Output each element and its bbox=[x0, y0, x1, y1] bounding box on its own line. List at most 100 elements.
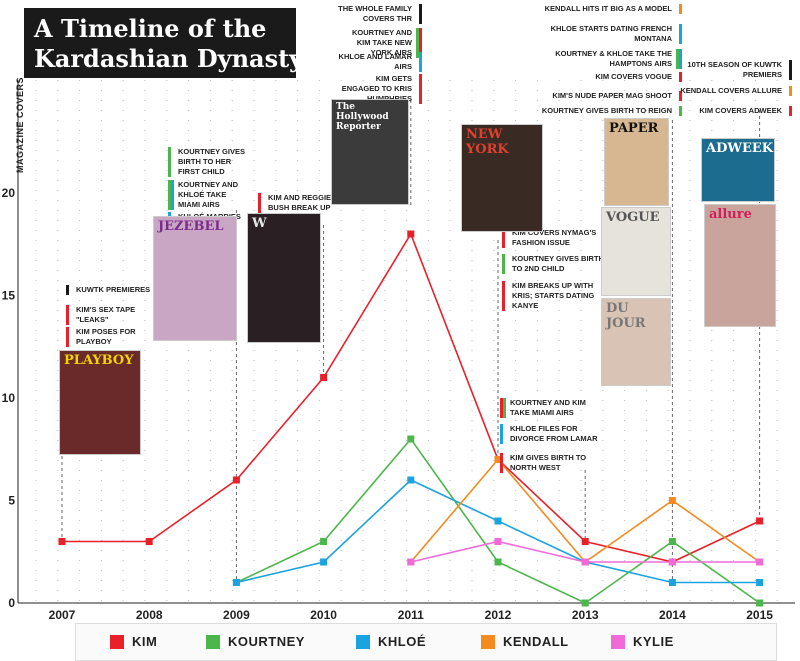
annotation-2011-3: KIM GETS ENGAGED TO KRIS HUMPHRIES bbox=[337, 74, 422, 104]
magazine-cover-0: PLAYBOY bbox=[59, 350, 141, 455]
annotation-color-bars bbox=[786, 106, 792, 116]
annotation-color-bars bbox=[676, 91, 682, 101]
point-kendall-2012 bbox=[494, 456, 502, 463]
legend-item-kourtney: KOURTNEY bbox=[206, 634, 305, 649]
point-kim-2008 bbox=[145, 538, 153, 545]
annotation-color-bars bbox=[258, 193, 264, 213]
annotation-color-bars bbox=[416, 52, 422, 72]
x-tick-label: 2007 bbox=[49, 608, 76, 622]
magazine-cover-2: W bbox=[247, 213, 321, 343]
annotation-color-bars bbox=[502, 228, 508, 248]
x-tick-label: 2011 bbox=[398, 608, 424, 622]
chart-tick-labels: 0 5 10 15 20 2007 2008 2009 2010 2011 2012 2013 2014… bbox=[2, 186, 774, 622]
magazine-cover-logo: DU JOUR bbox=[606, 301, 646, 331]
annotation-text: KHLOE STARTS DATING FRENCH MONTANA bbox=[550, 24, 672, 43]
annotation-color-bars bbox=[500, 424, 506, 444]
annotation-color-bars bbox=[676, 4, 682, 14]
point-kourtney-2011 bbox=[407, 435, 415, 443]
annotation-color-bar bbox=[419, 74, 422, 104]
magazine-cover-6: VOGUE bbox=[601, 207, 671, 296]
point-kourtney-2012 bbox=[494, 558, 502, 566]
magazine-cover-7: DU JOUR bbox=[601, 298, 671, 386]
y-tick-label: 20 bbox=[2, 186, 16, 200]
annotation-color-bar bbox=[789, 86, 792, 96]
annotation-text: KOURTNEY AND KIM TAKE MIAMI AIRS bbox=[510, 398, 586, 417]
annotation-color-bar bbox=[789, 60, 792, 80]
annotation-text: KOURTNEY & KHLOE TAKE THE HAMPTONS AIRS bbox=[555, 49, 672, 68]
annotation-color-bar bbox=[503, 398, 506, 418]
legend-label-khloe: KHLOÉ bbox=[378, 634, 426, 649]
annotation-color-bar bbox=[258, 193, 261, 213]
legend-label-kendall: KENDALL bbox=[503, 634, 569, 649]
annotation-2009-1: KOURTNEY AND KHLOÉ TAKE MIAMI AIRS bbox=[168, 180, 248, 210]
legend-label-kim: KIM bbox=[132, 634, 158, 649]
annotation-2012-0: KIM COVERS NYMAG'S FASHION ISSUE bbox=[502, 228, 608, 248]
annotation-color-bar bbox=[502, 228, 505, 248]
y-tick-label: 10 bbox=[2, 391, 16, 405]
point-kourtney-2010 bbox=[320, 538, 328, 545]
annotation-color-bars bbox=[416, 74, 422, 104]
annotation-color-bar bbox=[502, 281, 505, 311]
chart-axes bbox=[17, 80, 795, 604]
magazine-cover-5: PAPER bbox=[604, 118, 669, 206]
series-line-khlo bbox=[236, 479, 760, 584]
annotation-color-bar bbox=[168, 180, 171, 210]
annotation-text: KENDALL COVERS ALLURE bbox=[680, 86, 782, 95]
point-kim-2011 bbox=[407, 230, 415, 238]
legend-swatch-khloe bbox=[356, 634, 370, 649]
point-khlo-2011 bbox=[407, 476, 415, 484]
magazine-cover-logo: NEW YORK bbox=[466, 127, 509, 157]
annotation-2015-0: 10TH SEASON OF KUWTK PREMIERS bbox=[680, 60, 792, 80]
annotation-color-bar bbox=[502, 254, 505, 274]
point-kim-2013 bbox=[581, 538, 589, 545]
annotation-color-bars bbox=[676, 72, 682, 82]
annotation-color-bar bbox=[66, 327, 69, 347]
annotation-text: KIM AND REGGIE BUSH BREAK UP bbox=[268, 193, 332, 212]
title-line-1: A Timeline of the bbox=[34, 14, 267, 43]
x-tick-label: 2014 bbox=[659, 608, 686, 622]
annotation-color-bar bbox=[676, 49, 679, 69]
annotation-text: KIM POSES FOR PLAYBOY bbox=[76, 327, 136, 346]
annotation-text: KIM'S NUDE PAPER MAG SHOOT bbox=[552, 91, 672, 100]
y-tick-label: 15 bbox=[2, 289, 16, 303]
annotation-2014-1: KHLOE STARTS DATING FRENCH MONTANA bbox=[540, 24, 682, 44]
annotation-color-bars bbox=[786, 60, 792, 80]
point-kim-2009 bbox=[232, 476, 240, 484]
magazine-cover-logo: JEZEBEL bbox=[158, 219, 224, 234]
annotation-2011-2: KHLOE AND LAMAR AIRS bbox=[337, 52, 422, 72]
magazine-cover-logo: W bbox=[252, 216, 267, 231]
point-kim-2010 bbox=[320, 374, 328, 381]
annotation-2007-1: KIM'S SEX TAPE "LEAKS" bbox=[66, 305, 168, 325]
annotation-color-bars bbox=[66, 285, 72, 295]
point-kylie-2014 bbox=[668, 558, 676, 566]
legend-swatch-kendall bbox=[481, 634, 495, 649]
point-khlo-2015 bbox=[756, 579, 764, 586]
annotation-color-bars bbox=[66, 327, 72, 347]
annotation-color-bars bbox=[676, 49, 682, 69]
x-tick-label: 2010 bbox=[310, 608, 337, 622]
annotation-color-bars bbox=[66, 305, 72, 325]
point-khlo-2012 bbox=[494, 517, 502, 525]
magazine-cover-logo: VOGUE bbox=[606, 210, 660, 225]
x-tick-label: 2013 bbox=[572, 608, 599, 622]
annotation-text: KOURTNEY GIVES BIRTH TO REIGN bbox=[541, 106, 672, 115]
annotation-2014-5: KOURTNEY GIVES BIRTH TO REIGN bbox=[540, 106, 682, 116]
annotation-2007-2: KIM POSES FOR PLAYBOY bbox=[66, 327, 168, 347]
annotation-2014-0: KENDALL HITS IT BIG AS A MODEL bbox=[540, 4, 682, 14]
point-khlo-2010 bbox=[320, 558, 328, 566]
legend-item-kim: KIM bbox=[110, 634, 157, 649]
annotation-color-bar bbox=[171, 180, 174, 210]
point-kim-2007 bbox=[58, 538, 66, 545]
legend-swatch-kylie bbox=[611, 634, 625, 649]
annotation-2010-0: KIM AND REGGIE BUSH BREAK UP bbox=[258, 193, 336, 213]
legend-item-khloe: KHLOÉ bbox=[356, 634, 426, 649]
annotation-text: KIM COVERS ADWEEK bbox=[699, 106, 782, 115]
annotation-color-bar bbox=[679, 4, 682, 14]
annotation-color-bar bbox=[679, 72, 682, 82]
x-tick-label: 2008 bbox=[136, 608, 163, 622]
annotation-2013-2: KIM GIVES BIRTH TO NORTH WEST bbox=[500, 453, 598, 473]
series-line-kendall bbox=[410, 458, 761, 564]
point-khlo-2014 bbox=[668, 579, 676, 586]
point-kylie-2015 bbox=[756, 558, 764, 566]
legend-item-kendall: KENDALL bbox=[481, 634, 569, 649]
